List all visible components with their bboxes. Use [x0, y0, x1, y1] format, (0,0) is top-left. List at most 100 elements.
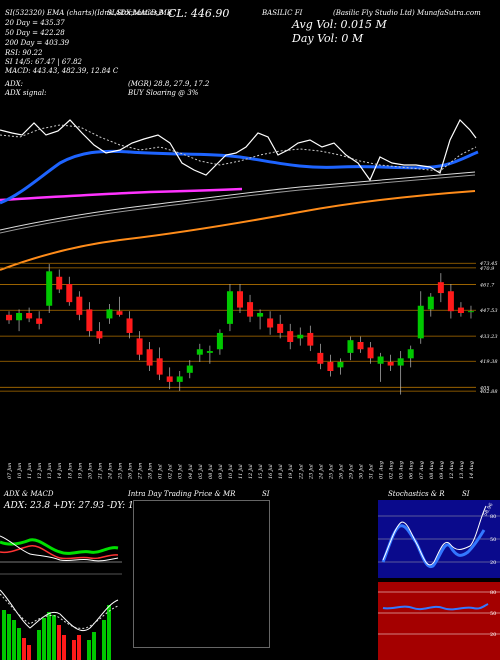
- price-level-label: 405: [479, 385, 490, 391]
- ema-orange-line: [0, 190, 476, 271]
- date-label: 24 Jul: [318, 464, 324, 480]
- candle-down: [387, 361, 394, 366]
- date-label: 30 Jul: [359, 464, 365, 479]
- candle-up: [257, 313, 264, 317]
- price-level-label: 402.88: [479, 389, 498, 395]
- ema-200-white-line: [0, 171, 476, 231]
- candle-up: [196, 349, 203, 355]
- intraday-title: Intra Day Trading Price & MR: [128, 490, 236, 498]
- date-label: 14 Jun: [57, 463, 63, 479]
- date-label: 05 Aug: [399, 461, 405, 479]
- minus-di-line: [0, 545, 119, 560]
- mgr-values: (MGR) 28.8, 27.9, 17.2: [128, 80, 210, 88]
- candle-down: [116, 311, 123, 315]
- price-level-label: 470.9: [479, 266, 495, 272]
- stoch-k-line: [381, 524, 486, 569]
- date-label: 15 Jul: [258, 464, 264, 479]
- date-label: 27 Jun: [138, 463, 144, 480]
- date-label: 09 Jul: [218, 464, 224, 479]
- date-label: 20 Jun: [87, 463, 93, 480]
- date-label: 02 Aug: [389, 461, 395, 479]
- candle-down: [96, 331, 103, 339]
- price-level-label: 473.45: [479, 261, 498, 267]
- date-label: 28 Jun: [148, 463, 154, 480]
- ema-50: 50 Day = 422.28: [5, 29, 65, 37]
- date-label: 12 Jun: [37, 463, 43, 479]
- date-label: 10 Jul: [228, 464, 234, 479]
- company-code: BASILIC FI: [262, 9, 303, 17]
- candle-up: [377, 356, 384, 364]
- date-label: 11 Jun: [27, 463, 33, 479]
- date-label: 29 Jul: [348, 464, 354, 480]
- date-label: 19 Jun: [77, 463, 83, 479]
- close-price: CL: 446.90: [168, 7, 230, 20]
- day-volume: Day Vol: 0 M: [292, 32, 364, 45]
- candle-up: [206, 351, 213, 353]
- rsi-tick-80: 80: [490, 590, 496, 596]
- date-label: 22 Jul: [298, 464, 304, 480]
- date-label: 19 Jul: [288, 464, 294, 479]
- candle-up: [467, 311, 474, 313]
- date-label: 31 Jul: [369, 464, 375, 479]
- date-label: 14 Aug: [469, 461, 475, 479]
- candle-up: [46, 271, 53, 306]
- date-label: 16 Jul: [268, 464, 274, 479]
- candle-down: [267, 318, 274, 328]
- price-dotted-line: [0, 124, 477, 172]
- date-label: 23 Jul: [308, 464, 314, 480]
- stoch-tick-20: 20: [490, 560, 496, 566]
- candle-down: [66, 284, 73, 303]
- ema-200-gray-line: [0, 174, 476, 234]
- candle-down: [287, 331, 294, 342]
- candle-up: [106, 309, 113, 319]
- date-label: 12 Jul: [248, 464, 254, 479]
- intraday-si-label: SI: [262, 490, 270, 498]
- date-label: 08 Jul: [208, 464, 214, 479]
- candle-down: [86, 309, 93, 332]
- date-label: 26 Jun: [128, 463, 134, 480]
- date-label: 18 Jul: [278, 464, 284, 479]
- candle-down: [36, 318, 43, 324]
- candle-down: [76, 296, 83, 315]
- date-label: 07 Jun: [7, 463, 13, 479]
- date-label: 21 Jun: [97, 463, 103, 480]
- candle-up: [417, 305, 424, 339]
- ema-200: 200 Day = 403.39: [5, 39, 70, 47]
- candlesticks: [6, 264, 474, 395]
- date-label: 07 Aug: [419, 461, 425, 479]
- date-label: 03 Jul: [178, 464, 184, 479]
- candle-down: [277, 323, 284, 333]
- macd-value: MACD: 443.43, 482.39, 12.84 C: [5, 67, 119, 75]
- candle-down: [327, 361, 334, 371]
- plus-di-line: [0, 538, 119, 555]
- candle-up: [216, 332, 223, 350]
- adx-line: [0, 535, 119, 562]
- date-label: 06 Aug: [409, 461, 415, 479]
- stoch-rsi-panel: 80 50 20 58.96 80 50 20: [378, 500, 500, 660]
- price-level-label: 447.53: [479, 308, 498, 314]
- si-value: SI 14/5: 67.47 | 67.82: [5, 58, 82, 66]
- adx-macd-panel: [0, 500, 122, 660]
- avg-volume: Avg Vol: 0.015 M: [292, 18, 387, 31]
- stoch-tick-80: 80: [490, 514, 496, 520]
- price-level-label: 461.7: [479, 283, 495, 289]
- date-label: 26 Jul: [338, 464, 344, 480]
- company-name: (Basilic Fly Studio Ltd) MunafaSutra.com: [333, 9, 481, 17]
- buy-signal: BUY Sloaring @ 3%: [128, 89, 199, 97]
- price-level-label: 419.38: [479, 359, 498, 365]
- candle-up: [397, 358, 404, 366]
- adx-macd-title: ADX & MACD: [4, 490, 54, 498]
- candle-down: [457, 307, 464, 313]
- date-label: 01 Aug: [379, 461, 385, 479]
- rsi-value: RSI: 90.22: [5, 49, 43, 57]
- ema-20: 20 Day = 435.37: [5, 19, 65, 27]
- candle-down: [156, 358, 163, 375]
- date-label: 10 Jun: [17, 463, 23, 479]
- price-level-label: 433.23: [479, 334, 498, 340]
- rsi-tick-20: 20: [490, 632, 496, 638]
- candle-down: [367, 347, 374, 359]
- candle-down: [126, 318, 133, 333]
- stoch-si-label: SI: [462, 490, 470, 498]
